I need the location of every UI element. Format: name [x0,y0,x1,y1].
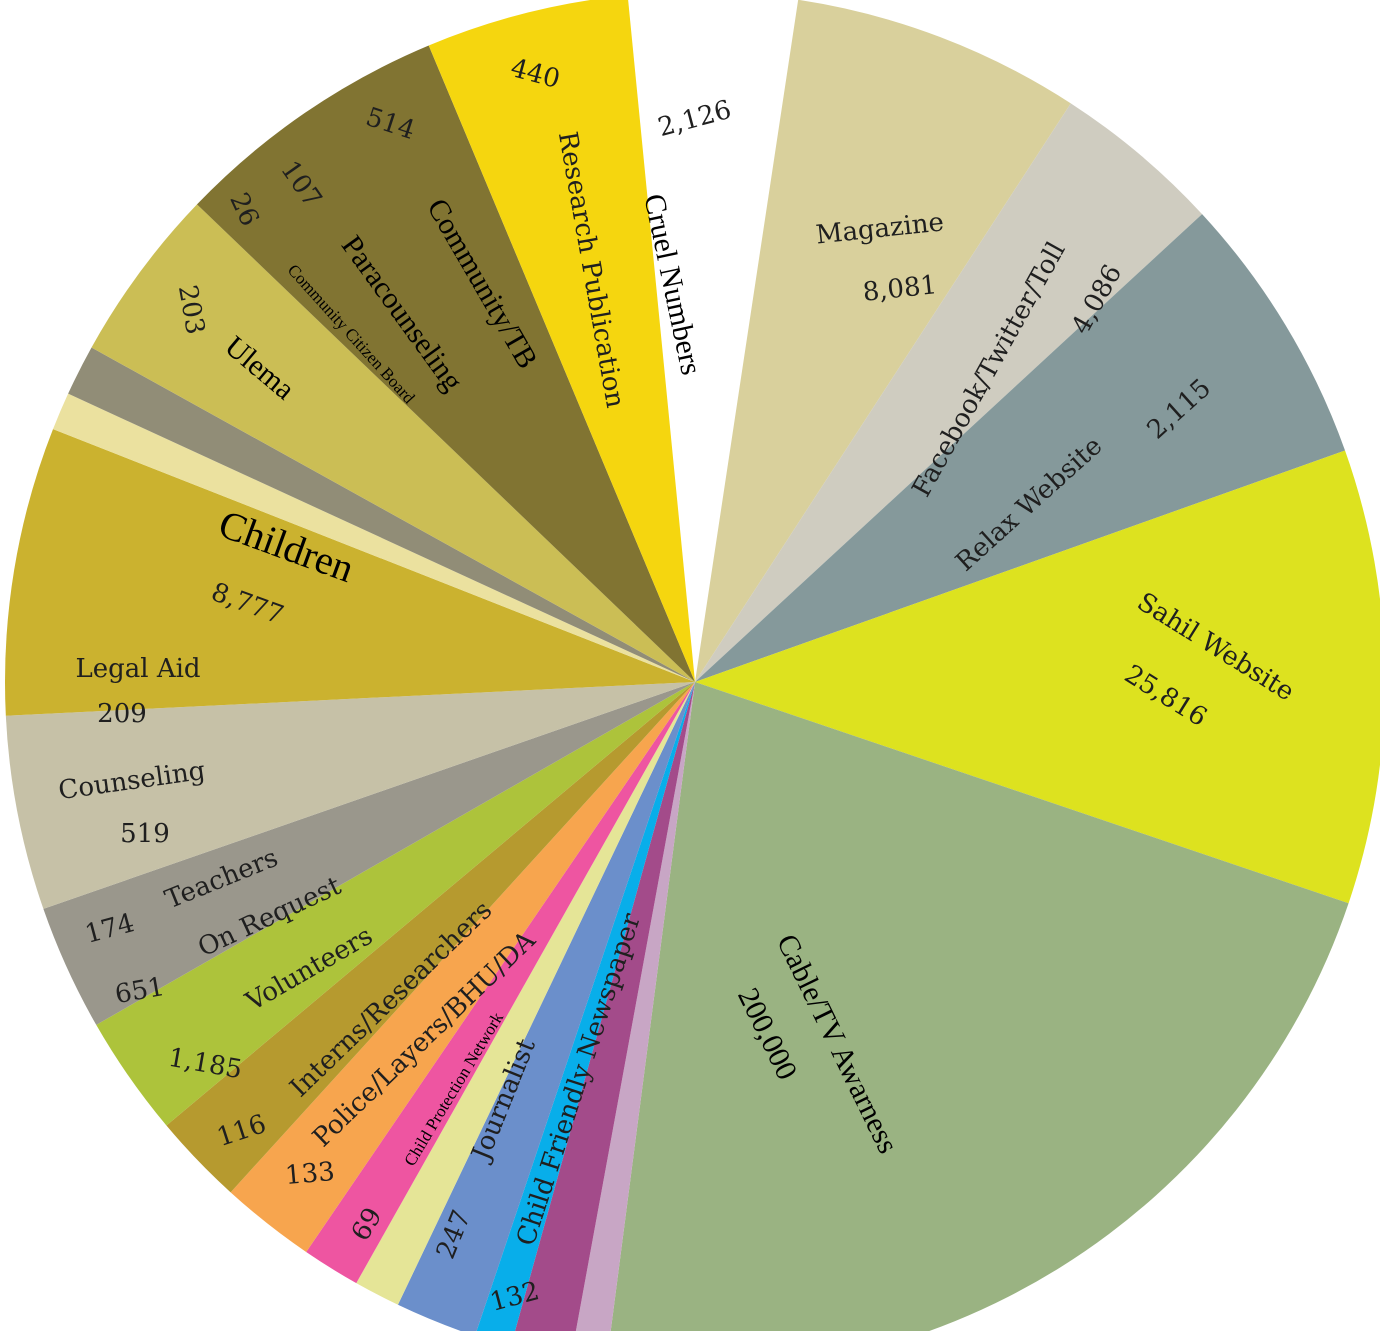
slice-label-legal-aid: Legal Aid [75,654,200,684]
slices-layer [5,0,1380,1331]
slice-value-police-layers-bhu-da: 133 [284,1157,336,1191]
slice-value-cruel-numbers: 2,126 [655,95,735,143]
slice-value-counseling: 519 [120,819,170,849]
slice-value-legal-aid: 209 [97,699,147,729]
